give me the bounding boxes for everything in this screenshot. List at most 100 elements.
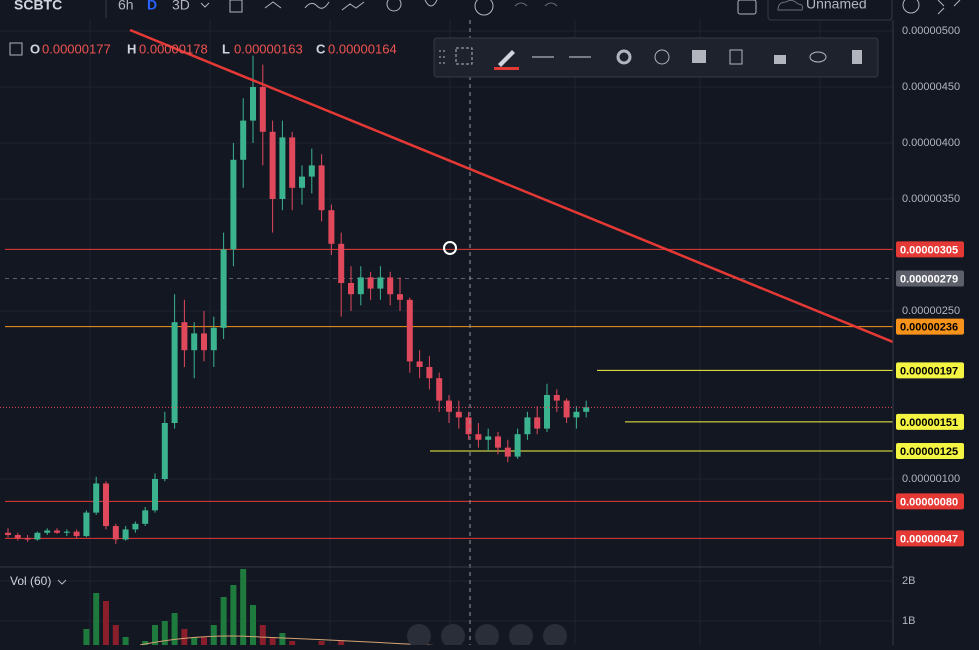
volume-bar [112,625,119,650]
template-icon[interactable] [455,47,473,65]
candle-body [181,322,188,351]
settings-icon[interactable] [902,0,920,14]
volume-bar [191,637,198,650]
interval[interactable]: D [147,0,157,13]
volume-label[interactable]: Vol (60) [10,574,51,588]
volume-bar [279,633,286,650]
toolbar-icons[interactable] [264,1,365,11]
candle-body [426,367,433,379]
ohlc-key: O [30,41,40,56]
candle-body [328,210,335,244]
ohlc-legend: O 0.00000177 H 0.00000178 L 0.00000163 C 0.0000… [9,41,397,56]
y-tick-label: 0.00000250 [902,305,960,317]
symbol[interactable]: SCBTC [14,0,62,13]
candle-body [5,532,11,535]
candle-body [318,165,325,211]
reset[interactable] [475,624,499,648]
top-toolbar: SCBTC 6h D 3D Unnamed [0,0,979,21]
candle-body [563,400,570,418]
price-label: 0.00000125 [900,446,958,458]
candle-body [240,120,247,160]
candle-body [34,532,41,540]
ohlc-value: 0.00000163 [234,41,303,56]
y-tick-label: 0.00000400 [902,137,960,149]
settings-icon[interactable] [616,49,632,65]
candle-body [475,434,482,440]
alert-icon[interactable] [654,49,670,65]
candle-body [220,249,227,328]
ohlc-key: L [222,41,230,56]
undo-redo[interactable] [514,2,558,7]
candle-body [524,417,531,435]
ohlc-key: C [316,41,326,56]
volume-bar [122,637,129,650]
interval[interactable]: 3D [172,0,190,13]
trend-line[interactable] [129,28,894,344]
price-label-bg [896,530,964,547]
price-label-bg [896,493,964,510]
color-indicator [494,67,519,70]
y-tick-label: 0.00000450 [902,81,960,93]
volume-bar [220,597,227,650]
candle-body [112,526,119,540]
expand-icon[interactable] [937,0,961,15]
alert-icon[interactable] [386,0,402,12]
candle-body [63,531,70,533]
volume-tick-label: 1B [902,615,915,627]
candle-body [308,165,315,177]
y-tick-label: 0.00000100 [902,473,960,485]
candle-body [553,395,560,401]
layout-name[interactable]: Unnamed [806,0,867,12]
candle-body [44,530,51,533]
candle-body [201,333,207,351]
eye-icon[interactable] [809,51,827,63]
volume-bar [93,593,100,650]
candle-body [259,87,266,132]
grid [0,20,893,645]
delete-icon[interactable] [852,50,862,64]
candle-body [93,483,100,513]
ohlc-key: H [127,41,136,56]
dropdown-arrow[interactable] [200,2,210,8]
price-label-bg [896,241,964,258]
volume-ma [139,635,461,648]
volume-bar [230,585,237,650]
price-label: 0.00000197 [900,365,958,377]
scroll-right[interactable] [543,624,567,648]
zoom-out[interactable] [441,624,465,648]
cloud-icon [777,0,803,11]
price-label-bg [896,318,964,335]
price-label: 0.00000047 [900,533,958,545]
interval[interactable]: 6h [118,0,134,13]
candle-body [338,243,345,283]
collapse-icon[interactable] [9,42,23,56]
candle-body [269,131,276,199]
clone-icon[interactable] [729,49,743,65]
candle-body [24,538,31,540]
visual-order-icon[interactable] [692,50,706,63]
volume-bar [161,621,168,650]
y-tick-label: 0.00000350 [902,193,960,205]
volume-bar [83,629,90,650]
chart-type-icon[interactable] [229,0,243,13]
candle-body [299,176,305,188]
candle-body [397,294,403,300]
zoom-in[interactable] [509,624,533,648]
price-label: 0.00000279 [900,273,958,285]
replay-icon[interactable] [474,0,494,16]
dropdown-arrow[interactable] [57,579,67,585]
pen-icon[interactable] [498,50,515,67]
drag-handle[interactable] [439,50,445,64]
lock-icon[interactable] [774,55,786,64]
volume-bar [181,629,188,650]
candle-body [446,400,452,412]
scroll-left[interactable] [407,624,431,648]
candle-body [73,531,80,537]
price-label: 0.00000080 [900,496,958,508]
ohlc-value: 0.00000164 [328,41,397,56]
candle-body [367,277,374,289]
layout-button[interactable] [767,0,893,21]
idea-icon[interactable] [424,0,438,7]
fullscreen-box[interactable] [737,0,757,15]
